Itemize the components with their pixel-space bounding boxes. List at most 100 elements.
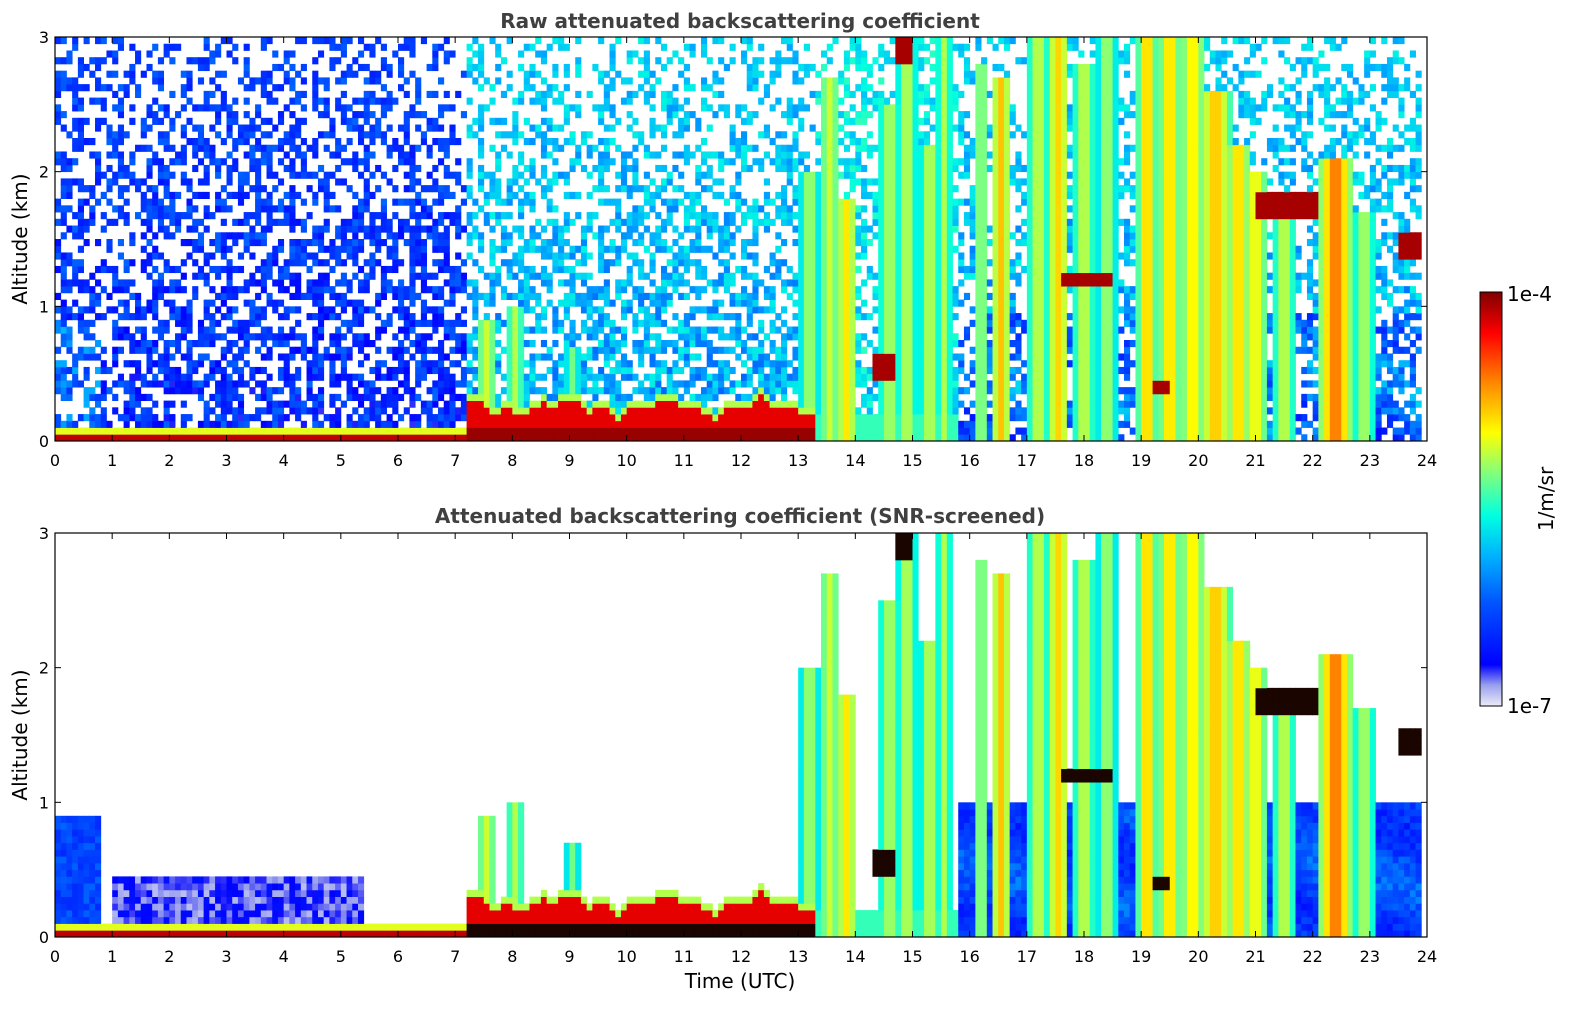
heat-cell xyxy=(335,205,342,213)
heat-cell xyxy=(712,286,719,294)
heat-cell xyxy=(157,434,165,442)
heat-cell xyxy=(455,272,462,280)
heat-cell xyxy=(535,326,542,334)
heat-cell xyxy=(872,414,879,422)
heat-cell xyxy=(792,57,799,65)
heat-cell xyxy=(695,292,702,300)
heat-cell xyxy=(146,299,153,307)
heat-cell xyxy=(895,306,902,314)
heat-cell xyxy=(775,97,782,105)
heat-cell xyxy=(266,420,273,428)
heat-cell xyxy=(832,117,839,125)
heat-cell xyxy=(889,138,896,146)
heat-cell xyxy=(146,124,153,132)
heat-cell xyxy=(232,353,239,361)
heat-cell xyxy=(683,292,690,300)
heat-cell xyxy=(769,272,776,280)
heat-cell xyxy=(769,292,776,300)
heat-cell xyxy=(140,259,147,267)
heat-cell xyxy=(483,427,490,435)
heat-cell xyxy=(672,239,679,247)
heat-cell xyxy=(95,299,102,307)
heat-cell xyxy=(260,326,267,334)
heat-cell xyxy=(438,138,445,146)
heat-cell xyxy=(758,326,765,334)
heat-cell xyxy=(712,373,719,381)
heat-cell xyxy=(586,414,593,422)
heat-cell xyxy=(832,131,839,139)
heat-cell xyxy=(489,299,496,307)
heat-cell xyxy=(575,373,582,381)
heat-cell xyxy=(146,393,153,401)
heat-cell xyxy=(535,353,542,361)
heat-cell xyxy=(100,171,107,179)
heat-cell xyxy=(357,171,365,179)
heat-cell xyxy=(117,427,124,435)
heat-cell xyxy=(237,353,245,361)
heat-cell xyxy=(375,164,382,173)
heat-cell xyxy=(598,117,605,125)
heat-cell xyxy=(432,319,439,327)
heat-cell xyxy=(489,259,496,267)
heat-cell xyxy=(592,434,599,442)
heat-cell xyxy=(443,185,450,193)
heat-cell xyxy=(289,333,296,341)
heat-cell xyxy=(878,272,885,280)
heat-cell xyxy=(363,198,370,206)
heat-cell xyxy=(357,279,365,287)
heat-cell xyxy=(826,252,833,260)
heat-cell xyxy=(386,319,393,327)
heat-cell xyxy=(375,292,382,300)
heat-cell xyxy=(426,117,433,125)
heat-cell xyxy=(432,225,439,233)
heat-cell xyxy=(123,326,130,334)
heat-cell xyxy=(323,84,330,92)
heat-cell xyxy=(535,387,542,395)
heat-cell xyxy=(357,205,365,213)
heat-cell xyxy=(152,434,159,442)
heat-cell xyxy=(197,191,205,199)
heat-cell xyxy=(569,400,576,408)
heat-cell xyxy=(277,272,285,280)
heat-cell xyxy=(203,299,210,307)
heat-cell xyxy=(243,84,250,92)
heat-cell xyxy=(140,340,147,348)
heat-cell xyxy=(809,171,816,179)
heat-cell xyxy=(60,333,67,341)
heat-cell xyxy=(603,198,610,206)
heat-cell xyxy=(129,333,136,341)
heat-cell xyxy=(163,259,170,267)
heat-cell xyxy=(866,144,873,152)
heat-cell xyxy=(363,63,370,72)
heat-cell xyxy=(798,259,805,267)
heat-cell xyxy=(849,387,856,395)
heat-cell xyxy=(580,353,588,361)
heat-cell xyxy=(237,171,245,179)
heat-cell xyxy=(826,427,833,435)
heat-cell xyxy=(843,434,851,442)
heat-cell xyxy=(72,124,79,132)
heat-cell xyxy=(803,286,810,294)
heat-cell xyxy=(255,265,262,274)
heat-cell xyxy=(289,63,296,72)
heat-cell xyxy=(592,353,599,361)
heat-cell xyxy=(878,138,885,146)
heat-cell xyxy=(243,43,250,51)
heat-cell xyxy=(237,265,245,274)
heat-cell xyxy=(438,427,445,435)
heat-cell xyxy=(558,97,565,105)
heat-cell xyxy=(769,158,776,166)
heat-cell xyxy=(415,164,422,173)
heat-cell xyxy=(632,286,639,294)
heat-cell xyxy=(352,124,359,132)
heat-cell xyxy=(878,171,885,179)
heat-cell xyxy=(866,434,873,442)
heat-cell xyxy=(815,393,822,401)
heat-cell xyxy=(649,178,656,186)
heat-cell xyxy=(260,380,267,388)
heat-cell xyxy=(506,191,513,199)
heat-cell xyxy=(901,427,908,435)
heat-cell xyxy=(209,373,216,381)
heat-cell xyxy=(472,259,479,267)
heat-cell xyxy=(712,151,719,159)
